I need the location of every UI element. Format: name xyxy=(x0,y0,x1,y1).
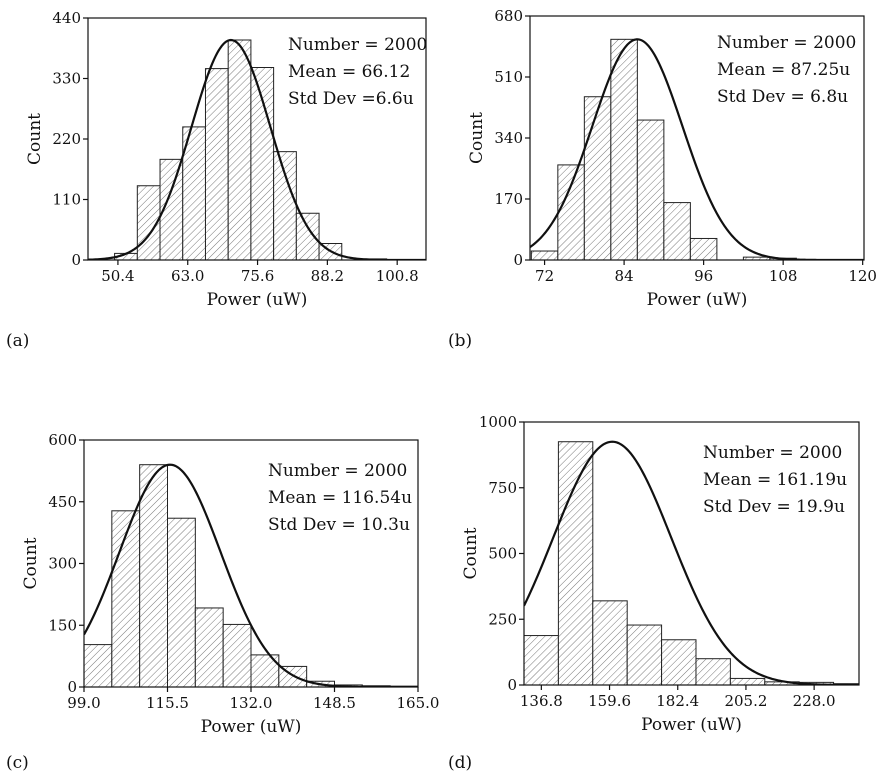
chart-panel-b: 72 84 96 108 120 0 170 340 510 680 Power (uW) Count… xyxy=(448,7,877,351)
chart-panel-d: 136.8 159.6 182.4 205.2 228.0 0 250 500 750 1000 P… xyxy=(448,413,860,773)
x-tick-label: 99.0 xyxy=(67,694,100,712)
x-tick-label: 132.0 xyxy=(230,694,273,712)
x-tick-label: 120 xyxy=(848,267,877,285)
x-tick-label: 96 xyxy=(694,267,713,285)
y-tick-label: 0 xyxy=(513,251,523,269)
stats-mean: Mean = 116.54u xyxy=(268,488,412,508)
y-tick-label: 330 xyxy=(52,70,81,88)
y-axis-label: Count xyxy=(21,537,41,589)
y-axis-label: Count xyxy=(25,113,45,165)
x-tick-label: 75.6 xyxy=(241,267,274,285)
panel-label: (c) xyxy=(6,753,29,773)
y-tick-label: 220 xyxy=(52,130,81,148)
y-tick-label: 0 xyxy=(67,678,77,696)
histogram-bar xyxy=(204,68,229,260)
y-tick-label: 1000 xyxy=(479,413,517,431)
chart-panel-c: 99.0 115.5 132.0 148.5 165.0 0 150 300 450 600 Pow… xyxy=(6,431,439,773)
stats-std-dev: Std Dev = 6.8u xyxy=(717,87,848,107)
histogram-bar xyxy=(729,677,766,685)
stats-std-dev: Std Dev = 10.3u xyxy=(268,515,410,535)
x-tick-label: 50.4 xyxy=(101,267,134,285)
x-axis-label: Power (uW) xyxy=(201,717,302,737)
histogram-bar xyxy=(530,250,559,260)
panel-label: (a) xyxy=(6,331,29,351)
chart-panel-a: 50.4 63.0 75.6 88.2 100.8 0 110 220 330 440 Power … xyxy=(6,9,427,351)
stats-std-dev: Std Dev = 19.9u xyxy=(703,497,845,517)
stats-mean: Mean = 66.12 xyxy=(288,62,410,82)
x-tick-label: 159.6 xyxy=(588,692,631,710)
histogram-bar xyxy=(84,644,113,687)
stats-mean: Mean = 87.25u xyxy=(717,60,850,80)
y-tick-label: 450 xyxy=(48,493,77,511)
x-tick-label: 63.0 xyxy=(171,267,204,285)
panel-label: (d) xyxy=(448,753,472,773)
y-tick-label: 110 xyxy=(52,191,81,209)
x-tick-label: 148.5 xyxy=(313,694,356,712)
y-tick-label: 150 xyxy=(48,616,77,634)
y-tick-label: 340 xyxy=(494,129,523,147)
stats-mean: Mean = 161.19u xyxy=(703,470,847,490)
histogram-bar xyxy=(689,237,718,260)
histogram-bar xyxy=(557,164,585,260)
histogram-bar xyxy=(592,600,628,685)
histogram-bar xyxy=(194,607,224,687)
panel-label: (b) xyxy=(448,331,472,351)
y-tick-label: 300 xyxy=(48,555,77,573)
histogram-bar xyxy=(273,151,297,260)
x-tick-label: 115.5 xyxy=(146,694,189,712)
x-axis-label: Power (uW) xyxy=(641,715,742,735)
histogram-bar xyxy=(626,624,663,685)
histogram-bar xyxy=(636,119,665,260)
stats-number: Number = 2000 xyxy=(717,33,856,53)
x-tick-label: 100.8 xyxy=(376,267,419,285)
x-tick-label: 84 xyxy=(615,267,634,285)
y-tick-label: 250 xyxy=(488,610,517,628)
x-tick-label: 136.8 xyxy=(520,692,563,710)
stats-number: Number = 2000 xyxy=(268,461,407,481)
x-tick-label: 182.4 xyxy=(656,692,699,710)
y-tick-label: 170 xyxy=(494,190,523,208)
stats-number: Number = 2000 xyxy=(288,35,427,55)
x-tick-label: 72 xyxy=(535,267,554,285)
histogram-bar xyxy=(222,623,252,687)
y-tick-label: 680 xyxy=(494,7,523,25)
y-tick-label: 0 xyxy=(507,676,517,694)
histogram-bar xyxy=(583,96,612,260)
histogram-bar xyxy=(695,658,731,685)
x-tick-label: 88.2 xyxy=(311,267,344,285)
histogram-bar xyxy=(295,212,320,260)
stats-std-dev: Std Dev =6.6u xyxy=(288,89,414,109)
y-axis-label: Count xyxy=(461,527,481,579)
histogram-bar xyxy=(139,464,169,687)
y-tick-label: 750 xyxy=(488,479,517,497)
y-tick-label: 510 xyxy=(494,68,523,86)
normal-fit-curve xyxy=(524,440,859,685)
y-tick-label: 440 xyxy=(52,9,81,27)
y-axis-label: Count xyxy=(467,112,487,164)
x-tick-label: 165.0 xyxy=(397,694,440,712)
histogram-bar xyxy=(524,635,559,685)
y-tick-label: 500 xyxy=(488,545,517,563)
x-tick-label: 108 xyxy=(769,267,798,285)
x-axis-label: Power (uW) xyxy=(647,290,748,310)
x-tick-label: 228.0 xyxy=(793,692,836,710)
histogram-bar xyxy=(661,639,697,685)
x-axis-label: Power (uW) xyxy=(207,290,308,310)
histogram-bar xyxy=(663,202,691,260)
y-tick-label: 0 xyxy=(71,251,81,269)
histogram-bar xyxy=(557,441,594,685)
y-tick-label: 600 xyxy=(48,431,77,449)
x-tick-label: 205.2 xyxy=(724,692,767,710)
stats-number: Number = 2000 xyxy=(703,443,842,463)
histogram-bar xyxy=(167,517,196,687)
histogram-bar xyxy=(610,38,638,260)
histogram-bar xyxy=(227,39,252,260)
